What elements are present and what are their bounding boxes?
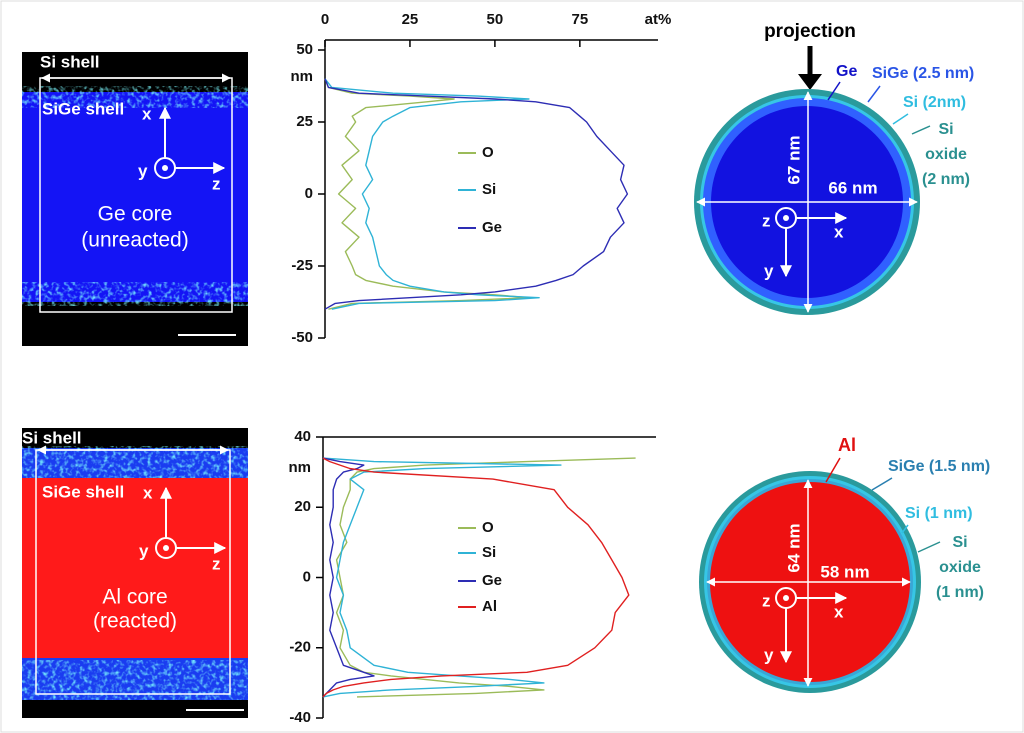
legend-label: O (482, 519, 494, 536)
y-tick-label: 20 (294, 498, 311, 515)
axis-label: z (762, 211, 771, 230)
layer-label: Si (952, 534, 967, 551)
width-label: 58 nm (820, 562, 869, 581)
y-tick-label: 0 (305, 185, 313, 202)
x-tick-label: 50 (487, 11, 504, 28)
layer-label: SiGe (2.5 nm) (872, 65, 974, 82)
micrograph: Si shell SiGe shell x y z Al core (react… (22, 428, 248, 718)
layer-label: (1 nm) (936, 584, 984, 601)
y-axis-label: nm (291, 68, 314, 85)
legend-label: Si (482, 544, 496, 561)
axis-label: z (762, 591, 771, 610)
axis-label: x (142, 104, 152, 123)
profile-line (324, 78, 540, 310)
legend-label: Ge (482, 219, 502, 236)
y-tick-label: 25 (296, 113, 313, 130)
layer-label: Ge (836, 63, 857, 80)
height-label: 64 nm (784, 523, 803, 572)
x-tick-label: 25 (402, 11, 419, 28)
axis-label: z (212, 174, 221, 193)
layer-label: oxide (925, 146, 967, 163)
core-label: (unreacted) (81, 229, 188, 252)
inner-shell-label: SiGe shell (42, 482, 124, 501)
y-tick-label: 50 (296, 41, 313, 58)
micrograph: Si shell SiGe shell x y z Ge core (unrea… (22, 52, 248, 346)
axis-label: x (143, 483, 153, 502)
profile-line (324, 78, 629, 310)
profiles: 50 25 0 -25 -50 0 25 50 75 nm at% O Si Ge 40 20 0 -20 -40 n… (289, 11, 672, 726)
profile-line (322, 457, 375, 698)
core-label: Ge core (98, 203, 173, 226)
axis-label: y (139, 541, 149, 560)
y-tick-label: 0 (303, 568, 311, 585)
legend-label: Si (482, 181, 496, 198)
y-tick-label: 40 (294, 428, 311, 445)
y-tick-label: -20 (289, 639, 311, 656)
y-tick-label: -50 (291, 329, 313, 346)
axis-label: x (834, 222, 844, 241)
layer-label: oxide (939, 559, 981, 576)
layer-label: Si (2nm) (903, 94, 966, 111)
axis-label: y (764, 645, 774, 664)
cross-section: projection 67 nm 66 nm z x y Ge SiGe (2.… (694, 21, 974, 315)
y-axis-label: nm (289, 459, 312, 476)
shell-label: Si shell (40, 52, 100, 71)
legend-label: O (482, 144, 494, 161)
layer-label: Al (838, 435, 856, 455)
legend-label: Al (482, 598, 497, 615)
height-label: 67 nm (784, 135, 803, 184)
layer-label: Si (938, 121, 953, 138)
width-label: 66 nm (828, 178, 877, 197)
layer-label: (2 nm) (922, 171, 970, 188)
axis-label: y (764, 261, 774, 280)
x-axis-label: at% (645, 11, 672, 28)
profile-line (322, 457, 562, 698)
core-label: (reacted) (93, 610, 177, 633)
core-label: Al core (102, 586, 167, 609)
cross-section: 64 nm 58 nm z x y Al SiGe (1.5 nm) Si (1… (699, 435, 990, 693)
layer-label: SiGe (1.5 nm) (888, 458, 990, 475)
y-tick-label: -40 (289, 709, 311, 726)
inner-shell-label: SiGe shell (42, 99, 124, 118)
legend-label: Ge (482, 572, 502, 589)
x-tick-label: 75 (572, 11, 589, 28)
axis-label: x (834, 602, 844, 621)
axis-label: z (212, 554, 221, 573)
layer-label: Si (1 nm) (905, 505, 973, 522)
y-tick-label: -25 (291, 257, 313, 274)
axis-label: y (138, 161, 148, 180)
profile-line (324, 78, 530, 310)
profile-line (322, 457, 630, 698)
shell-label: Si shell (22, 428, 82, 447)
x-tick-label: 0 (321, 11, 329, 28)
projection-label: projection (764, 21, 856, 42)
